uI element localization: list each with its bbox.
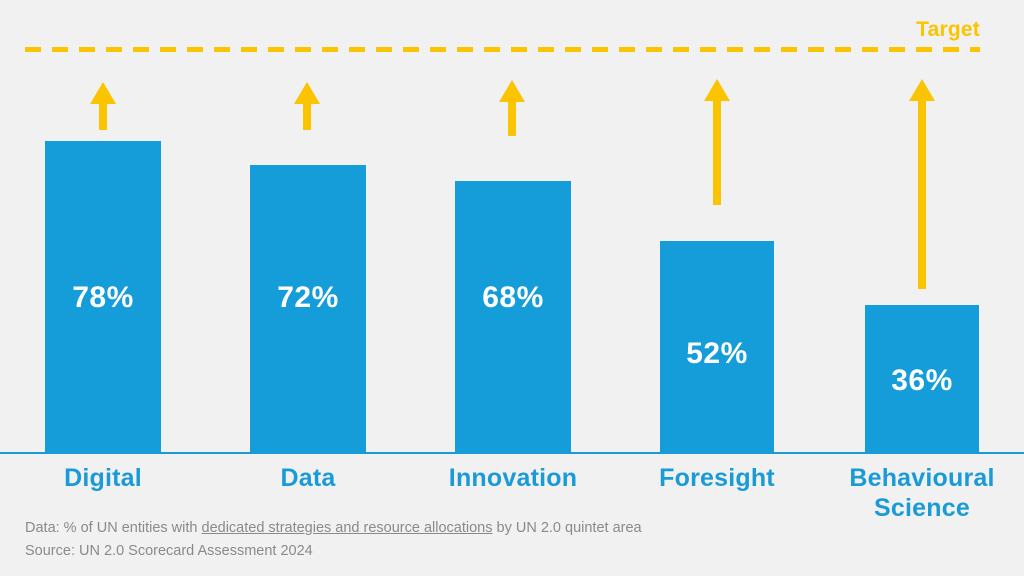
category-label-data: Data: [280, 464, 336, 492]
footer-data-underlined: dedicated strategies and resource alloca…: [201, 520, 493, 537]
gap-arrow-digital: [86, 82, 120, 130]
bar-foresight[interactable]: 52%: [660, 241, 774, 452]
gap-arrow-foresight: [700, 79, 734, 205]
gap-arrow-data: [290, 82, 324, 130]
category-label-digital: Digital: [64, 464, 142, 492]
bar-value-behavioural-science: 36%: [891, 364, 953, 397]
x-axis-line: [0, 452, 1024, 454]
bar-value-innovation: 68%: [482, 281, 544, 314]
footer-source-note: Data: % of UN entities with dedicated st…: [25, 517, 642, 562]
category-label-behavioural-science: Behavioural Science: [849, 464, 995, 522]
bar-innovation[interactable]: 68%: [455, 181, 571, 452]
bar-value-foresight: 52%: [686, 337, 748, 370]
footer-line-source: Source: UN 2.0 Scorecard Assessment 2024: [25, 542, 313, 559]
category-label-foresight: Foresight: [659, 464, 775, 492]
target-label: Target: [916, 18, 980, 41]
footer-data-suffix: by UN 2.0 quintet area: [492, 520, 642, 537]
footer-line-data: Data: % of UN entities with dedicated st…: [25, 517, 642, 539]
bar-digital[interactable]: 78%: [45, 141, 161, 452]
target-line: [25, 47, 980, 52]
gap-arrow-innovation: [495, 80, 529, 136]
bar-value-data: 72%: [277, 281, 339, 314]
bar-value-digital: 78%: [72, 281, 134, 314]
footer-data-prefix: Data: % of UN entities with: [25, 520, 202, 537]
gap-arrow-behavioural-science: [905, 79, 939, 289]
plot-area: 78% 72% 68% 52% 36%: [45, 79, 979, 452]
bar-behavioural-science[interactable]: 36%: [865, 305, 979, 452]
bar-data[interactable]: 72%: [250, 165, 366, 452]
category-label-innovation: Innovation: [448, 464, 578, 492]
